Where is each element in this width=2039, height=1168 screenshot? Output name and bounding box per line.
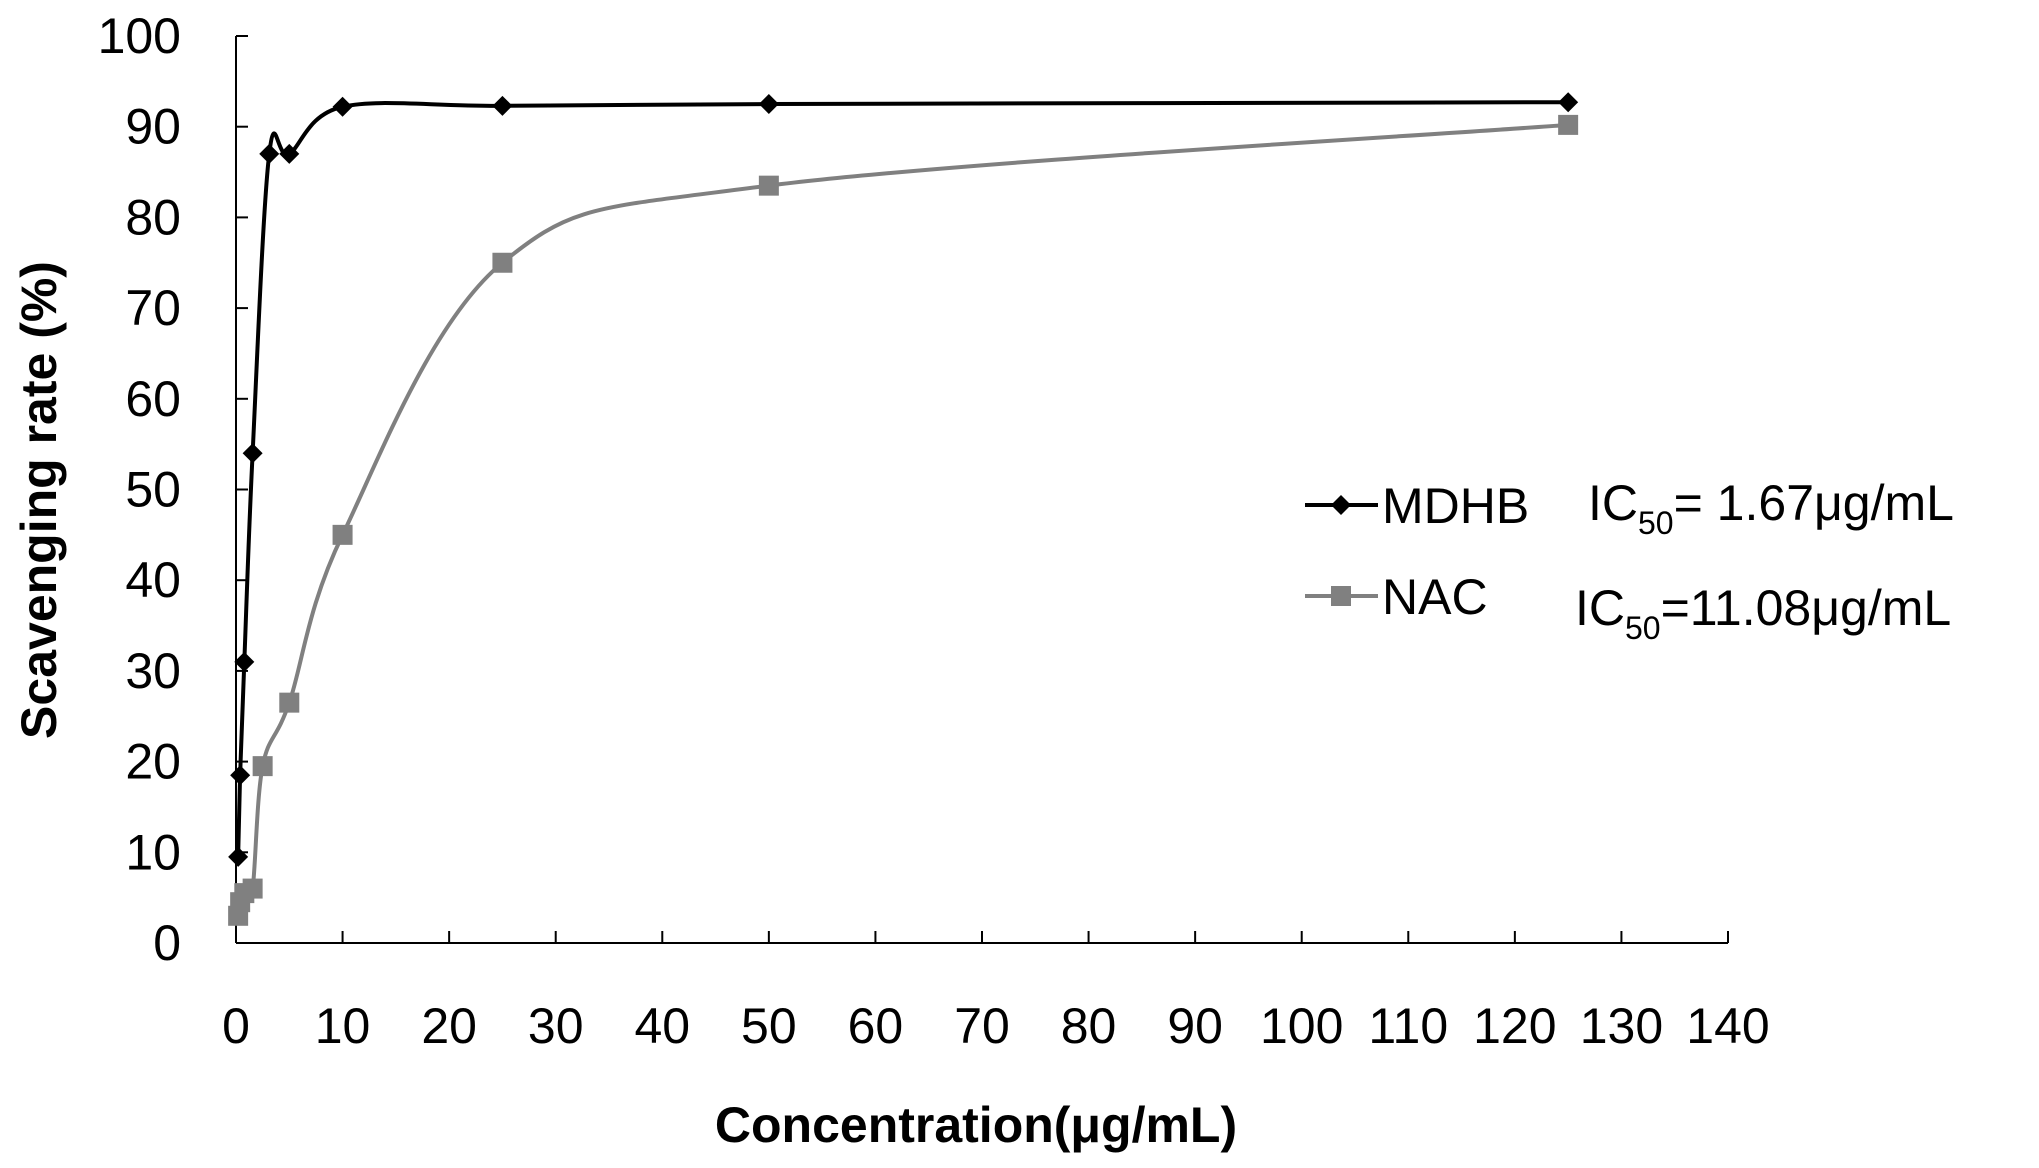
x-tick-label: 130 — [1580, 998, 1663, 1054]
plot-area: 0 10 20 30 40 50 60 70 80 90 100 110 120 130 140 0 10 20… — [98, 8, 1770, 1054]
y-tick-label: 60 — [125, 371, 181, 427]
x-tick-label: 40 — [634, 998, 690, 1054]
x-tick-label: 30 — [528, 998, 584, 1054]
y-axis-title: Scavenging rate (%) — [11, 261, 67, 739]
x-tick-label: 0 — [222, 998, 250, 1054]
y-tick-label: 90 — [125, 99, 181, 155]
data-point-nac — [758, 175, 779, 196]
x-tick-label: 70 — [954, 998, 1010, 1054]
y-ticks: 0 10 20 30 40 50 60 70 80 90 100 — [98, 8, 248, 971]
ic50-annotation-nac: IC50=11.08μg/mL — [1575, 580, 1951, 646]
y-tick-label: 10 — [125, 824, 181, 880]
data-point-mdhb — [279, 143, 300, 164]
legend-marker-nac — [1331, 586, 1351, 606]
legend-item-nac: NAC — [1305, 569, 1488, 625]
series-nac — [228, 114, 1579, 926]
data-point-mdhb — [492, 95, 513, 116]
y-tick-label: 100 — [98, 8, 181, 64]
data-point-mdhb — [228, 846, 249, 867]
data-point-mdhb — [234, 651, 255, 672]
x-tick-label: 10 — [315, 998, 371, 1054]
legend-marker-mdhb — [1331, 495, 1351, 515]
y-tick-label: 50 — [125, 462, 181, 518]
y-tick-label: 70 — [125, 280, 181, 336]
data-point-mdhb — [259, 143, 280, 164]
series-line-mdhb — [236, 100, 1569, 857]
x-ticks: 0 10 20 30 40 50 60 70 80 90 100 110 120 130 140 — [222, 931, 1770, 1054]
x-tick-label: 120 — [1473, 998, 1556, 1054]
series-layer — [228, 92, 1579, 926]
data-point-nac — [242, 878, 263, 899]
x-tick-label: 90 — [1167, 998, 1223, 1054]
y-tick-label: 30 — [125, 643, 181, 699]
series-line-nac — [236, 122, 1569, 917]
x-tick-label: 20 — [421, 998, 477, 1054]
y-tick-label: 0 — [153, 915, 181, 971]
y-tick-label: 20 — [125, 734, 181, 790]
x-tick-label: 80 — [1061, 998, 1117, 1054]
data-point-mdhb — [332, 96, 353, 117]
data-point-mdhb — [242, 443, 263, 464]
data-point-nac — [279, 692, 300, 713]
data-point-mdhb — [758, 94, 779, 115]
legend: MDHB IC50= 1.67μg/mL NAC IC50=11.08μg/mL — [1305, 475, 1954, 646]
y-tick-label: 80 — [125, 189, 181, 245]
x-tick-label: 110 — [1368, 998, 1448, 1054]
series-mdhb — [228, 92, 1579, 867]
data-point-nac — [332, 524, 353, 545]
x-tick-label: 60 — [848, 998, 904, 1054]
x-tick-label: 140 — [1686, 998, 1769, 1054]
data-point-mdhb — [1558, 92, 1579, 113]
x-tick-label: 100 — [1260, 998, 1343, 1054]
legend-label-nac: NAC — [1382, 569, 1488, 625]
legend-label-mdhb: MDHB — [1382, 478, 1529, 534]
ic50-annotation-mdhb: IC50= 1.67μg/mL — [1588, 475, 1954, 541]
legend-item-mdhb: MDHB — [1305, 478, 1529, 534]
data-point-nac — [492, 252, 513, 273]
data-point-mdhb — [230, 765, 251, 786]
y-tick-label: 40 — [125, 552, 181, 608]
x-axis-title: Concentration(μg/mL) — [715, 1097, 1237, 1153]
data-point-nac — [1558, 114, 1579, 135]
x-tick-label: 50 — [741, 998, 797, 1054]
data-point-nac — [252, 756, 273, 777]
